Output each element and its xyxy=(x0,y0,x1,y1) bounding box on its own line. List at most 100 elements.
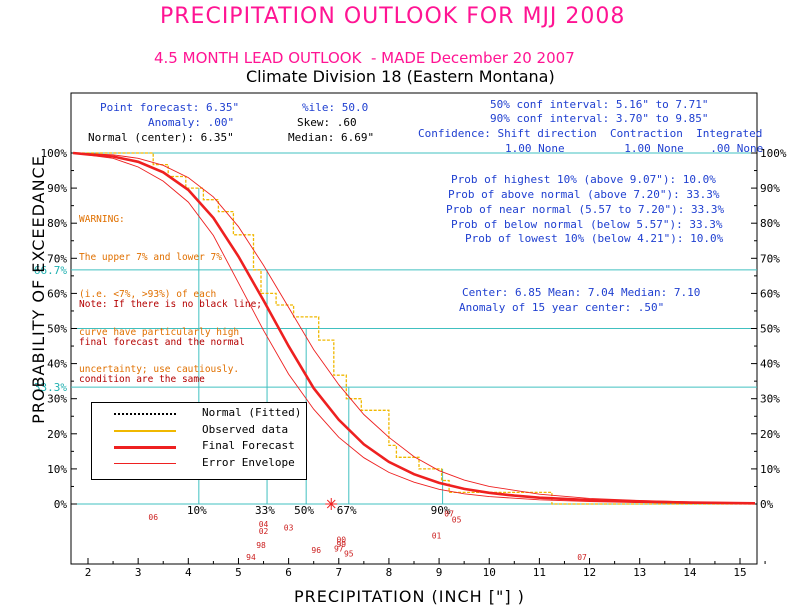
y-tick-label-right: 100% xyxy=(760,147,787,160)
year-label: 97 xyxy=(334,544,344,553)
year-label: 98 xyxy=(256,541,266,550)
year-label: 99 xyxy=(336,540,346,549)
x-tick-label: 7 xyxy=(335,566,342,579)
warning-line: uncertainty; use cautiously. xyxy=(79,364,240,375)
y-tick-label-left: 0% xyxy=(54,498,68,511)
note-text: Note: If there is no black line; final f… xyxy=(79,274,262,399)
year-label: 94 xyxy=(246,553,256,562)
y-tick-label-left: 10% xyxy=(47,463,67,476)
year-label: 07 xyxy=(444,509,454,518)
error-envelope-lower xyxy=(72,152,756,505)
anomaly: Anomaly: .00" xyxy=(148,116,235,129)
prob-near-normal: Prob of near normal (5.57 to 7.20"): 33.… xyxy=(446,203,725,216)
y-tick-label-right: 60% xyxy=(760,287,780,300)
y-tick-label-left: 80% xyxy=(47,217,67,230)
y-tick-label-left: 100% xyxy=(41,147,68,160)
legend-label-forecast: Final Forecast xyxy=(202,439,295,452)
y-tick-label-right: 80% xyxy=(760,217,780,230)
y-tick-label-right: 0% xyxy=(760,498,774,511)
x-tick-label: 15 xyxy=(733,566,746,579)
x-tick-label: 14 xyxy=(683,566,697,579)
warning-line: (i.e. <7%, >93%) of each xyxy=(79,289,217,300)
legend-label-envelope: Error Envelope xyxy=(202,456,295,469)
x-tick-label: 13 xyxy=(633,566,646,579)
legend-box: Normal (Fitted) Observed data Final Fore… xyxy=(91,402,307,480)
x-tick-label: 5 xyxy=(235,566,242,579)
y-tick-label-left: 90% xyxy=(47,182,67,195)
year-label: 01 xyxy=(432,531,442,540)
year-label: 00 xyxy=(336,536,346,545)
y-tick-label-right: 40% xyxy=(760,358,780,371)
page-title: PRECIPITATION OUTLOOK FOR MJJ 2008 xyxy=(160,4,626,29)
year-label: 03 xyxy=(284,523,294,532)
conf-interval-50: 50% conf interval: 5.16" to 7.71" xyxy=(490,98,709,111)
prob-below-normal: Prob of below normal (below 5.57"): 33.3… xyxy=(451,218,723,231)
x-tick-label: 6 xyxy=(285,566,292,579)
year-label: 02 xyxy=(259,527,269,536)
y-axis-label: PROBABILITY OF EXCEEDANCE xyxy=(28,155,48,424)
final-forecast-line xyxy=(72,151,756,505)
percentile-value: %ile: 50.0 xyxy=(302,101,369,114)
x-tick-label: 4 xyxy=(185,566,192,579)
x-tick-label: 9 xyxy=(436,566,443,579)
year-label: 07 xyxy=(577,553,587,562)
division-title: Climate Division 18 (Eastern Montana) xyxy=(246,67,555,86)
note-line: condition are the same xyxy=(79,374,205,385)
prob-highest-10: Prob of highest 10% (above 9.07"): 10.0% xyxy=(451,173,716,186)
tercile-label: 33.3% xyxy=(34,381,67,394)
year-label: 96 xyxy=(311,546,321,555)
legend-label-normal: Normal (Fitted) xyxy=(202,406,302,419)
y-tick-label-right: 70% xyxy=(760,252,780,265)
note-line: Note: If there is no black line; xyxy=(79,299,263,310)
y-tick-label-left: 70% xyxy=(47,252,67,265)
y-tick-label-left: 20% xyxy=(47,428,67,441)
y-tick-label-right: 10% xyxy=(760,463,780,476)
median-value: Median: 6.69" xyxy=(288,131,375,144)
year-label: 04 xyxy=(259,520,269,529)
normal-center: Normal (center): 6.35" xyxy=(88,131,234,144)
legend-swatch-normal xyxy=(114,413,176,415)
note-line: final forecast and the normal xyxy=(79,336,245,348)
y-tick-label-left: 60% xyxy=(47,287,67,300)
center-mean-median: Center: 6.85 Mean: 7.04 Median: 7.10 xyxy=(462,286,701,299)
point-forecast: Point forecast: 6.35" xyxy=(100,101,240,114)
warning-line: The upper 7% and lower 7% xyxy=(79,251,222,263)
percentile-label: 90% xyxy=(431,504,451,517)
y-tick-label-right: 90% xyxy=(760,182,780,195)
warning-line: curve have particularly high xyxy=(79,326,240,338)
y-tick-label-right: 30% xyxy=(760,393,780,406)
axis-ticks: 0% 0% 10% 10% 20% 20% 30% 30% 40% 40% 50% 50% 60% 60%… xyxy=(34,147,787,579)
x-tick-label: 2 xyxy=(85,566,92,579)
x-tick-label: 8 xyxy=(386,566,393,579)
observed-data-line xyxy=(73,152,755,505)
percentile-label: 10% xyxy=(187,504,207,517)
forecast-star xyxy=(326,499,336,509)
conf-interval-90: 90% conf interval: 3.70" to 9.85" xyxy=(490,112,709,125)
skew-value: Skew: .60 xyxy=(297,116,357,129)
warning-line: WARNING: xyxy=(79,214,125,225)
y-tick-label-left: 30% xyxy=(47,393,67,406)
prob-lowest-10: Prob of lowest 10% (below 4.21"): 10.0% xyxy=(465,232,724,245)
legend-swatch-observed xyxy=(114,430,176,432)
y-tick-label-right: 50% xyxy=(760,323,780,336)
page-subtitle: 4.5 MONTH LEAD OUTLOOK - MADE December 2… xyxy=(154,49,575,67)
percentile-label: 50% xyxy=(294,504,314,517)
series-lines xyxy=(72,151,756,505)
error-envelope-upper xyxy=(72,152,756,504)
confidence-values: 1.00 None 1.00 None .00 None xyxy=(505,142,764,155)
year-label: 95 xyxy=(344,550,354,559)
y-tick-label-left: 50% xyxy=(47,323,67,336)
x-tick-label: 12 xyxy=(583,566,596,579)
warning-text: WARNING: The upper 7% and lower 7% (i.e.… xyxy=(79,189,239,389)
legend-swatch-envelope xyxy=(114,463,176,464)
x-tick-label: 11 xyxy=(533,566,546,579)
year-label: 05 xyxy=(452,515,462,524)
confidence-header: Confidence: Shift direction Contraction … xyxy=(418,127,763,140)
x-tick-label: 3 xyxy=(135,566,142,579)
y-tick-label-right: 20% xyxy=(760,428,780,441)
percentile-label: 67% xyxy=(337,504,357,517)
tercile-label: 66.7% xyxy=(34,264,67,277)
legend-label-observed: Observed data xyxy=(202,423,289,436)
